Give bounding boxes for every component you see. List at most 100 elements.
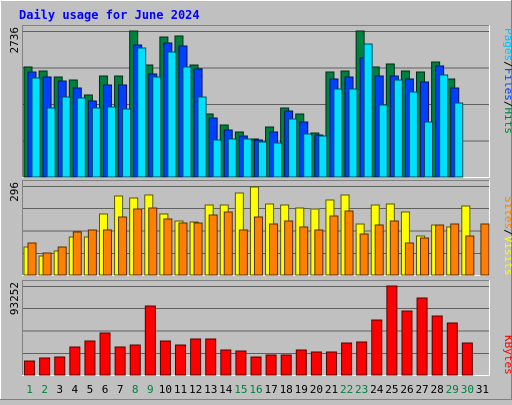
- bar-pages-day-6: [106, 106, 116, 178]
- legend-1-part-3: Files: [502, 68, 512, 101]
- bar-kbytes-day-21: [325, 351, 337, 376]
- series-kbytes: [24, 285, 473, 376]
- bar-kbytes-day-11: [175, 344, 187, 376]
- bar-kbytes-day-25: [386, 285, 398, 376]
- series-pages: [31, 43, 464, 178]
- bar-sites-day-12: [193, 222, 203, 276]
- bar-kbytes-day-14: [220, 349, 232, 376]
- panel-2: 296: [8, 180, 490, 276]
- bar-kbytes-day-5: [84, 340, 96, 376]
- bar-kbytes-day-22: [341, 342, 353, 376]
- bar-sites-day-6: [102, 229, 112, 276]
- bar-pages-day-13: [212, 139, 222, 178]
- bar-kbytes-day-23: [356, 341, 368, 376]
- bar-kbytes-day-29: [446, 322, 458, 376]
- bar-kbytes-day-20: [310, 351, 322, 376]
- bar-sites-day-17: [269, 223, 279, 276]
- bar-kbytes-day-28: [431, 315, 443, 376]
- bar-sites-day-24: [374, 224, 384, 276]
- bar-kbytes-day-3: [54, 356, 66, 376]
- bar-sites-day-14: [223, 211, 233, 276]
- legend-1-part-2: /: [502, 61, 512, 68]
- bar-pages-day-15: [242, 138, 252, 178]
- day-label-24: 24: [370, 383, 384, 396]
- bar-kbytes-day-19: [295, 349, 307, 376]
- legend-1-part-1: Pages: [502, 28, 512, 61]
- bar-kbytes-day-9: [144, 305, 156, 376]
- bar-pages-day-3: [61, 96, 71, 178]
- bar-pages-day-17: [273, 142, 283, 178]
- y-max-label: 2736: [8, 27, 21, 54]
- day-label-13: 13: [204, 383, 217, 396]
- series-sites: [27, 207, 490, 276]
- bar-kbytes-day-7: [114, 346, 126, 376]
- bar-pages-day-19: [303, 133, 313, 178]
- panel-3: 93252: [8, 280, 490, 376]
- day-label-18: 18: [280, 383, 293, 396]
- bar-sites-day-22: [344, 210, 354, 276]
- day-label-9: 9: [147, 383, 154, 396]
- bar-pages-day-28: [439, 74, 449, 178]
- bar-sites-day-2: [42, 252, 52, 276]
- day-label-30: 30: [461, 383, 474, 396]
- day-label-7: 7: [117, 383, 124, 396]
- bar-kbytes-day-17: [265, 354, 277, 376]
- bar-sites-day-25: [389, 220, 399, 276]
- day-label-5: 5: [87, 383, 94, 396]
- bar-pages-day-22: [348, 88, 358, 178]
- bar-kbytes-day-2: [39, 357, 51, 376]
- bar-kbytes-day-10: [159, 340, 171, 376]
- bar-sites-day-8: [133, 208, 143, 276]
- day-label-26: 26: [400, 383, 413, 396]
- bar-kbytes-day-15: [235, 350, 247, 376]
- day-label-19: 19: [295, 383, 308, 396]
- bar-pages-day-14: [227, 138, 237, 178]
- legend-2-part-2: /: [502, 229, 512, 236]
- bar-pages-day-21: [333, 88, 343, 178]
- y-max-label: 296: [8, 182, 21, 202]
- legend-1-part-5: Hits: [502, 108, 512, 135]
- bar-pages-day-5: [91, 107, 101, 178]
- legend-3-part-1: KBytes: [502, 335, 512, 375]
- bar-kbytes-day-30: [461, 342, 473, 376]
- day-label-27: 27: [415, 383, 428, 396]
- bar-pages-day-9: [152, 76, 162, 178]
- bar-sites-day-19: [299, 226, 309, 276]
- bar-sites-day-1: [27, 242, 37, 276]
- bar-sites-day-9: [148, 207, 158, 276]
- day-label-28: 28: [431, 383, 444, 396]
- day-label-3: 3: [56, 383, 63, 396]
- bar-sites-day-7: [118, 216, 128, 276]
- legend-2-part-3: Visits: [502, 236, 512, 276]
- bar-kbytes-day-13: [205, 338, 217, 376]
- bar-pages-day-1: [31, 77, 41, 178]
- bar-pages-day-29: [454, 102, 464, 178]
- day-label-21: 21: [325, 383, 338, 396]
- day-label-22: 22: [340, 383, 353, 396]
- bar-sites-day-5: [87, 229, 97, 276]
- day-label-4: 4: [72, 383, 79, 396]
- chart-title: Daily usage for June 2024: [19, 8, 200, 22]
- bar-kbytes-day-12: [190, 338, 202, 376]
- bar-pages-day-18: [288, 118, 298, 178]
- bar-sites-day-15: [238, 229, 248, 276]
- bar-sites-day-21: [329, 215, 339, 276]
- bar-sites-day-31: [480, 223, 490, 276]
- day-label-12: 12: [189, 383, 202, 396]
- day-label-10: 10: [159, 383, 172, 396]
- bar-pages-day-7: [122, 108, 132, 178]
- day-label-25: 25: [385, 383, 398, 396]
- bar-pages-day-24: [378, 104, 388, 178]
- bar-sites-day-26: [404, 242, 414, 276]
- bar-pages-day-11: [182, 66, 192, 178]
- panel-1: 2736: [8, 25, 490, 178]
- day-label-11: 11: [174, 383, 187, 396]
- bar-pages-day-10: [167, 51, 177, 178]
- legend-2: Sites/Visits: [502, 196, 512, 276]
- bar-pages-day-20: [318, 135, 328, 178]
- day-label-23: 23: [355, 383, 368, 396]
- day-label-20: 20: [310, 383, 323, 396]
- bar-sites-day-18: [284, 220, 294, 276]
